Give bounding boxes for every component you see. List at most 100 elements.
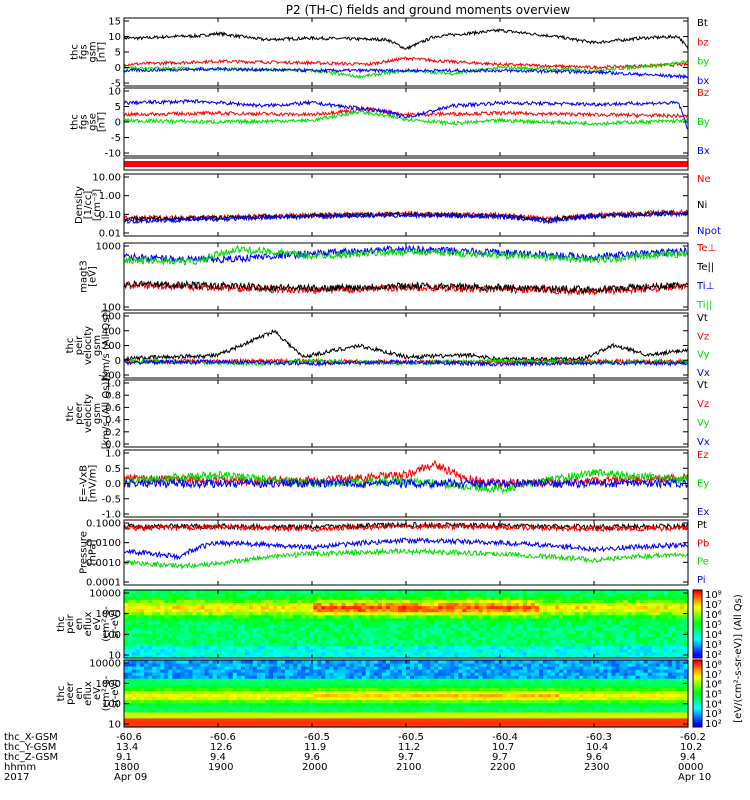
spectrogram-cell [325, 693, 330, 698]
spectrogram-cell [623, 590, 629, 594]
spectrogram-cell [204, 724, 210, 728]
spectrogram-cell [393, 711, 399, 716]
spectrogram-cell [152, 627, 157, 631]
spectrogram-cell [551, 633, 556, 637]
spectrogram-cell [200, 611, 206, 616]
spectrogram-cell [607, 630, 612, 634]
spectrogram-cell [321, 702, 326, 707]
spectrogram-cell [148, 654, 153, 659]
spectrogram-cell [651, 602, 657, 607]
spectrogram-cell [317, 645, 322, 650]
spectrogram-cell [551, 605, 556, 610]
spectrogram-cell [337, 672, 343, 676]
spectrogram-cell [297, 675, 302, 679]
spectrogram-cell [410, 639, 415, 644]
spectrogram-cell [349, 633, 355, 637]
spectrogram-cell [518, 627, 524, 631]
spectrogram-cell [534, 633, 540, 637]
spectrogram-cell [236, 636, 242, 641]
spectrogram-cell [136, 696, 141, 701]
spectrogram-cell [180, 714, 185, 719]
spectrogram-cell [293, 708, 298, 713]
spectrogram-cell [317, 663, 322, 667]
spectrogram-cell [273, 602, 278, 607]
spectrogram-cell [136, 602, 141, 607]
spectrogram-cell [204, 642, 210, 647]
spectrogram-cell [498, 636, 504, 641]
spectrogram-cell [148, 617, 153, 622]
spectrogram-cell [522, 636, 528, 641]
spectrogram-cell [373, 633, 379, 637]
spectrogram-cell [132, 614, 137, 619]
spectrogram-cell [490, 642, 496, 647]
spectrogram-cell [321, 651, 326, 656]
spectrogram-cell [265, 711, 270, 716]
spectrogram-cell [281, 693, 286, 698]
spectrogram-cell [293, 711, 298, 716]
spectrogram-cell [583, 624, 588, 628]
spectrogram-cell [329, 651, 335, 656]
spectrogram-cell [345, 620, 351, 625]
spectrogram-cell [156, 663, 161, 667]
spectrogram-cell [305, 681, 310, 685]
spectrogram-cell [220, 699, 226, 704]
spectrogram-cell [365, 693, 371, 698]
spectrogram-cell [631, 617, 637, 622]
spectrogram-cell [543, 639, 548, 644]
spectrogram-cell [583, 636, 588, 641]
spectrogram-cell [675, 648, 681, 653]
spectrogram-cell [357, 633, 363, 637]
spectrogram-cell [248, 666, 254, 670]
spectrogram-cell [357, 620, 363, 625]
spectrogram-cell [341, 630, 347, 634]
spectrogram-cell [309, 645, 314, 650]
spectrogram-cell [438, 593, 443, 597]
spectrogram-cell [438, 624, 443, 628]
spectrogram-cell [305, 678, 310, 682]
spectrogram-cell [289, 669, 294, 673]
spectrogram-cell [184, 648, 189, 653]
spectrogram-cell [140, 699, 145, 704]
spectrogram-cell [309, 639, 314, 644]
spectrogram-cell [667, 627, 673, 631]
spectrogram-cell [361, 639, 367, 644]
spectrogram-cell [337, 693, 343, 698]
spectrogram-cell [196, 639, 202, 644]
spectrogram-cell [297, 608, 302, 613]
spectrogram-cell [559, 648, 564, 653]
spectrogram-cell [639, 620, 645, 625]
spectrogram-cell [563, 596, 568, 600]
spectrogram-cell [256, 620, 262, 625]
spectrogram-cell [349, 602, 355, 607]
spectrogram-cell [273, 660, 278, 664]
spectrogram-cell [228, 681, 234, 685]
spectrogram-cell [208, 714, 214, 719]
spectrogram-cell [325, 654, 330, 659]
spectrogram-cell [188, 654, 194, 659]
spectrogram-cell [547, 620, 552, 625]
spectrogram-cell [252, 611, 258, 616]
spectrogram-cell [148, 708, 153, 713]
spectrogram-cell [208, 669, 214, 673]
spectrogram-cell [414, 596, 419, 600]
spectrogram-cell [244, 617, 250, 622]
spectrogram-cell [555, 611, 560, 616]
spectrogram-cell [184, 596, 189, 600]
spectrogram-cell [196, 724, 202, 728]
spectrogram-cell [265, 724, 270, 728]
spectrogram-cell [466, 627, 471, 631]
spectrogram-cell [220, 702, 226, 707]
spectrogram-cell [365, 675, 371, 679]
spectrogram-cell [494, 627, 500, 631]
spectrogram-cell [486, 590, 492, 594]
spectrogram-cell [514, 596, 520, 600]
spectrogram-cell [534, 630, 540, 634]
spectrogram-cell [261, 663, 266, 667]
spectrogram-cell [510, 593, 516, 597]
spectrogram-cell [285, 636, 290, 641]
spectrogram-cell [228, 702, 234, 707]
spectrogram-cell [240, 675, 246, 679]
spectrogram-cell [184, 645, 189, 650]
spectrogram-cell [422, 624, 427, 628]
spectrogram-cell [607, 596, 612, 600]
